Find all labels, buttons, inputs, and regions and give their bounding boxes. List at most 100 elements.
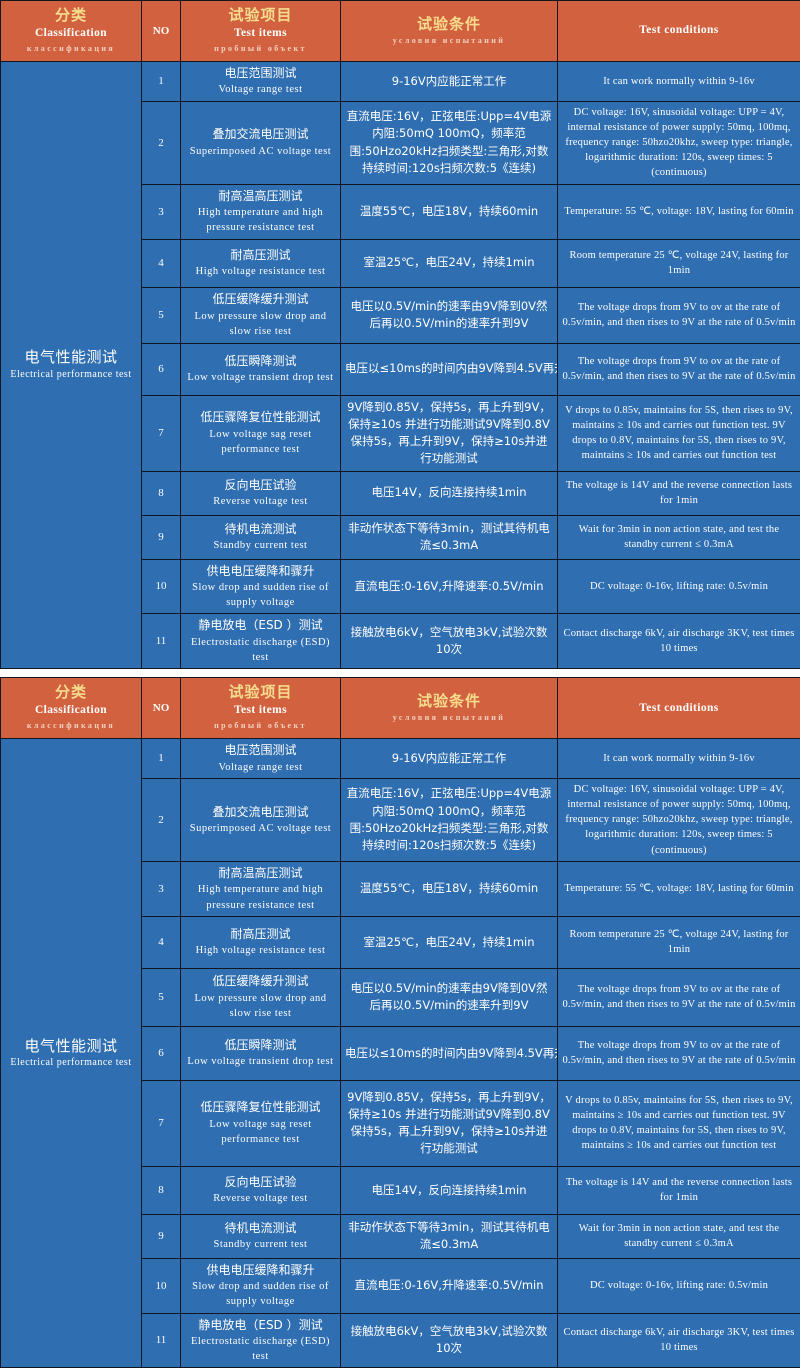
test-condition-en-cell: Wait for 3min in non action state, and t… [558, 515, 800, 559]
row-number-cell: 4 [142, 916, 181, 968]
test-condition-en-cell: Temperature: 55 ℃, voltage: 18V, lasting… [558, 861, 800, 916]
test-item-en: Reverse voltage test [185, 494, 336, 509]
test-item-en: Slow drop and sudden rise of supply volt… [185, 1279, 336, 1309]
header-classification-en: Classification [5, 25, 137, 42]
test-condition-cn-cell: 温度55℃，电压18V，持续60min [341, 184, 558, 239]
classification-en: Electrical performance test [5, 368, 137, 382]
test-condition-cn-cell: 直流电压:0-16V,升降速率:0.5V/min [341, 1258, 558, 1313]
table-header-bottom: 分类 Classification классификация NO 试验项目 … [1, 678, 800, 739]
test-condition-en-cell: Room temperature 25 ℃, voltage 24V, last… [558, 916, 800, 968]
test-condition-en-cell: The voltage is 14V and the reverse conne… [558, 471, 800, 515]
header-classification: 分类 Classification классификация [1, 678, 142, 739]
header-classification: 分类 Classification классификация [1, 1, 142, 62]
header-test-conditions-ru: условия испытаний [345, 34, 553, 48]
test-item-cn: 低压缓降缓升测试 [185, 291, 336, 308]
row-number-cell: 2 [142, 778, 181, 861]
test-item-en: Superimposed AC voltage test [185, 821, 336, 836]
classification-cn: 电气性能测试 [5, 1037, 137, 1057]
row-number-cell: 10 [142, 1258, 181, 1313]
test-item-cn: 待机电流测试 [185, 521, 336, 538]
test-item-en: Standby current test [185, 538, 336, 553]
test-condition-cn-cell: 温度55℃，电压18V，持续60min [341, 861, 558, 916]
row-number-cell: 4 [142, 239, 181, 287]
test-condition-cn-cell: 9-16V内应能正常工作 [341, 62, 558, 102]
row-number-cell: 7 [142, 395, 181, 471]
row-number-cell: 11 [142, 1313, 181, 1368]
test-item-cn: 电压范围测试 [185, 65, 336, 82]
header-test-conditions-en: Test conditions [558, 1, 800, 62]
test-condition-cn-cell: 电压14V，反向连接持续1min [341, 1166, 558, 1214]
header-test-conditions-ru: условия испытаний [345, 711, 553, 725]
header-test-items: 试验项目 Test items пробный объект [181, 1, 341, 62]
test-item-en: Low voltage transient drop test [185, 370, 336, 385]
test-item-cn: 静电放电（ESD ）测试 [185, 617, 336, 634]
test-item-en: High temperature and high pressure resis… [185, 882, 336, 912]
row-number-cell: 6 [142, 343, 181, 395]
test-condition-cn-cell: 直流电压:16V，正弦电压:Upp=4V电源内阻:50mQ 100mQ，频率范围… [341, 101, 558, 184]
test-item-cn: 待机电流测试 [185, 1220, 336, 1237]
test-condition-cn-cell: 非动作状态下等待3min，测试其待机电流≤0.3mA [341, 1214, 558, 1258]
row-number-cell: 11 [142, 614, 181, 669]
header-test-conditions-en: Test conditions [558, 678, 800, 739]
header-classification-en: Classification [5, 702, 137, 719]
test-item-cn: 耐高压测试 [185, 926, 336, 943]
row-number-cell: 9 [142, 515, 181, 559]
test-item-cn: 低压骤降复位性能测试 [185, 409, 336, 426]
classification-en: Electrical performance test [5, 1056, 137, 1070]
table-separator-gap [0, 669, 800, 677]
test-item-en: Electrostatic discharge (ESD) test [185, 635, 336, 665]
test-condition-en-cell: Contact discharge 6kV, air discharge 3KV… [558, 1313, 800, 1368]
test-condition-en-cell: The voltage drops from 9V to ov at the r… [558, 287, 800, 343]
test-item-cn: 叠加交流电压测试 [185, 126, 336, 143]
test-condition-en-cell: Room temperature 25 ℃, voltage 24V, last… [558, 239, 800, 287]
header-row: 分类 Classification классификация NO 试验项目 … [1, 678, 800, 739]
row-number-cell: 1 [142, 62, 181, 102]
row-number-cell: 8 [142, 1166, 181, 1214]
test-condition-en-cell: Contact discharge 6kV, air discharge 3KV… [558, 614, 800, 669]
test-condition-en-cell: It can work normally within 9-16v [558, 62, 800, 102]
header-classification-ru: классификация [5, 719, 137, 733]
test-condition-en-cell: DC voltage: 16V, sinusoidal voltage: UPP… [558, 101, 800, 184]
row-number-cell: 7 [142, 1080, 181, 1166]
test-condition-cn-cell: 电压14V，反向连接持续1min [341, 471, 558, 515]
test-condition-en-cell: The voltage drops from 9V to ov at the r… [558, 968, 800, 1026]
header-test-conditions-cn: 试验条件 условия испытаний [341, 1, 558, 62]
test-item-en: Low voltage sag reset performance test [185, 1117, 336, 1147]
test-condition-en-cell: DC voltage: 0-16v, lifting rate: 0.5v/mi… [558, 1258, 800, 1313]
test-condition-en-cell: Temperature: 55 ℃, voltage: 18V, lasting… [558, 184, 800, 239]
test-item-cn: 耐高压测试 [185, 247, 336, 264]
test-condition-cn-cell: 接触放电6kV，空气放电3kV,试验次数10次 [341, 614, 558, 669]
test-condition-cn-cell: 电压以0.5V/min的速率由9V降到0V然后再以0.5V/min的速率升到9V [341, 287, 558, 343]
row-number-cell: 5 [142, 287, 181, 343]
header-no: NO [142, 1, 181, 62]
test-item-en: High temperature and high pressure resis… [185, 205, 336, 235]
classification-cn: 电气性能测试 [5, 348, 137, 368]
header-classification-cn: 分类 [5, 6, 137, 25]
test-item-en: Reverse voltage test [185, 1191, 336, 1206]
test-condition-en-cell: DC voltage: 0-16v, lifting rate: 0.5v/mi… [558, 559, 800, 614]
test-item-cn: 低压瞬降测试 [185, 353, 336, 370]
test-condition-cn-cell: 室温25℃，电压24V，持续1min [341, 916, 558, 968]
header-no: NO [142, 678, 181, 739]
row-number-cell: 9 [142, 1214, 181, 1258]
test-condition-en-cell: DC voltage: 16V, sinusoidal voltage: UPP… [558, 778, 800, 861]
test-item-cn: 低压缓降缓升测试 [185, 973, 336, 990]
